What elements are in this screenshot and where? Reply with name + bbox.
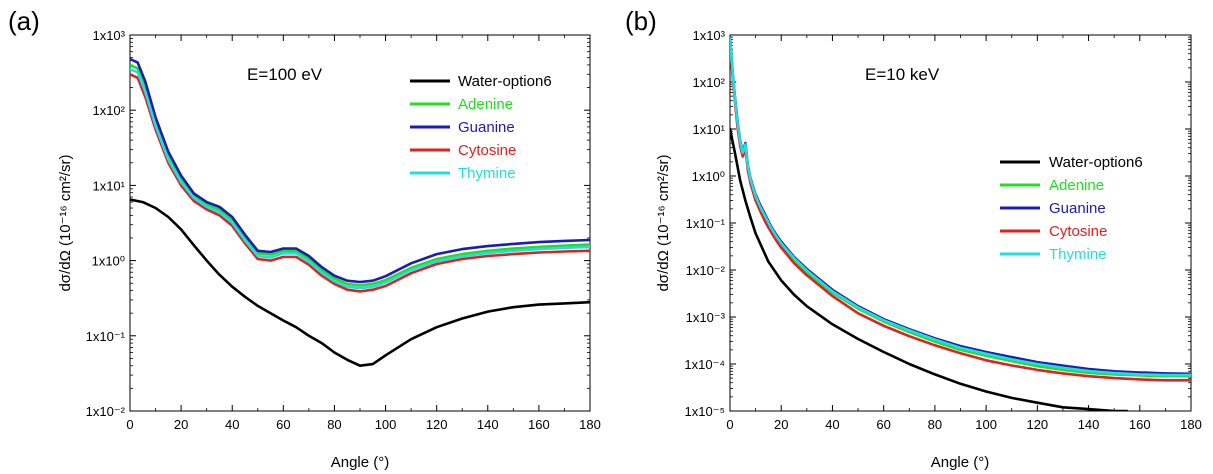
panel-a: (a) 1x10⁻² 1x10⁻¹ 1x10⁰ 1x10¹ 1x10² 1x10³ 0 20… xyxy=(8,6,601,471)
legend-label: Thymine xyxy=(1049,246,1107,263)
x-tick-label: 60 xyxy=(276,417,290,432)
x-tick-label: 40 xyxy=(225,417,239,432)
series-line-water-option6 xyxy=(130,198,590,368)
legend: Water-option6 Adenine Guanine Cytosine Thymi… xyxy=(1000,154,1143,263)
series-lines xyxy=(130,57,590,368)
x-tick-label: 160 xyxy=(1129,417,1151,432)
y-tick-label: 1x10¹ xyxy=(92,178,125,193)
series-line-cytosine xyxy=(130,73,590,293)
legend-label: Guanine xyxy=(1049,200,1106,217)
x-tick-label: 180 xyxy=(1180,417,1202,432)
panel-label: (a) xyxy=(8,6,40,36)
x-tick-label: 180 xyxy=(579,417,601,432)
y-tick-label: 1x10² xyxy=(692,75,725,90)
legend-label: Cytosine xyxy=(1049,223,1107,240)
y-tick-label: 1x10⁻⁵ xyxy=(685,404,725,419)
y-tick-label: 1x10¹ xyxy=(692,122,725,137)
legend-label: Cytosine xyxy=(458,142,516,159)
legend-label: Adenine xyxy=(458,96,513,113)
legend-label: Water-option6 xyxy=(1049,154,1143,171)
plot-frame xyxy=(729,34,1192,412)
x-tick-label: 100 xyxy=(375,417,397,432)
x-axis-label: Angle (°) xyxy=(331,454,390,471)
y-tick-labels: 1x10⁻² 1x10⁻¹ 1x10⁰ 1x10¹ 1x10² 1x10³ xyxy=(86,28,590,419)
series-line-guanine xyxy=(130,57,590,284)
y-tick-labels: 1x10⁻⁵ 1x10⁻⁴ 1x10⁻³ 1x10⁻² 1x10⁻¹ 1x10⁰ 1x10¹… xyxy=(684,28,1191,419)
y-tick-label: 1x10⁰ xyxy=(92,254,125,269)
x-axis-label: Angle (°) xyxy=(931,454,990,471)
y-tick-label: 1x10⁻¹ xyxy=(86,329,126,344)
legend-label: Guanine xyxy=(458,119,515,136)
y-axis-label: dσ/dΩ (10⁻¹⁶ cm²/sr) xyxy=(655,154,672,291)
y-tick-label: 1x10⁻³ xyxy=(686,310,726,325)
legend-label: Thymine xyxy=(458,165,516,182)
y-tick-label: 1x10³ xyxy=(92,28,125,43)
x-tick-label: 140 xyxy=(1078,417,1100,432)
legend-label: Water-option6 xyxy=(458,73,552,90)
x-tick-labels: 0 20 40 60 80 100 120 140 160 180 xyxy=(126,35,601,432)
x-tick-label: 80 xyxy=(928,417,942,432)
panel-label: (b) xyxy=(625,6,657,36)
series-line-cytosine xyxy=(730,40,1191,382)
series-line-adenine xyxy=(130,63,590,287)
series-lines xyxy=(730,35,1191,411)
y-tick-label: 1x10⁻¹ xyxy=(686,216,726,231)
y-tick-label: 1x10⁻² xyxy=(686,263,726,278)
x-tick-label: 20 xyxy=(174,417,188,432)
energy-annotation: E=10 keV xyxy=(865,65,940,84)
x-tick-label: 100 xyxy=(975,417,997,432)
x-tick-label: 0 xyxy=(126,417,133,432)
y-tick-label: 1x10² xyxy=(92,103,125,118)
x-tick-label: 160 xyxy=(528,417,550,432)
x-tick-label: 0 xyxy=(726,417,733,432)
y-tick-label: 1x10⁻⁴ xyxy=(684,357,725,372)
x-tick-label: 120 xyxy=(1026,417,1048,432)
x-tick-label: 140 xyxy=(477,417,499,432)
legend: Water-option6 Adenine Guanine Cytosine Thymi… xyxy=(410,73,552,182)
series-line-thymine xyxy=(130,68,590,290)
x-tick-label: 20 xyxy=(774,417,788,432)
y-tick-label: 1x10³ xyxy=(692,28,725,43)
y-tick-label: 1x10⁻² xyxy=(86,404,126,419)
series-line-guanine xyxy=(730,35,1191,376)
y-axis-label: dσ/dΩ (10⁻¹⁶ cm²/sr) xyxy=(57,154,74,291)
x-tick-label: 120 xyxy=(426,417,448,432)
series-line-water-option6 xyxy=(730,127,1129,411)
y-tick-label: 1x10⁰ xyxy=(692,169,725,184)
x-tick-labels: 0 20 40 60 80 100 120 140 160 180 xyxy=(726,35,1202,432)
x-tick-label: 80 xyxy=(327,417,341,432)
x-tick-label: 60 xyxy=(876,417,890,432)
series-line-adenine xyxy=(730,38,1191,378)
legend-label: Adenine xyxy=(1049,177,1104,194)
energy-annotation: E=100 eV xyxy=(247,65,323,84)
panel-b: (b) 1x10⁻⁵1x10⁻⁴1x10⁻³1x10⁻²1x10⁻¹1x10⁰1… xyxy=(625,6,1202,471)
series-line-thymine xyxy=(730,36,1191,377)
x-tick-label: 40 xyxy=(825,417,839,432)
plot-frame xyxy=(129,34,591,412)
